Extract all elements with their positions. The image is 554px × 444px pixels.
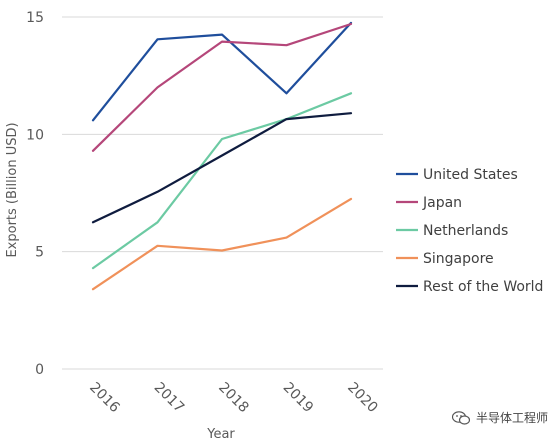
y-tick-label: 5: [35, 245, 44, 261]
legend-label: Japan: [422, 195, 462, 211]
y-tick-label: 15: [26, 10, 44, 26]
legend-label: Rest of the World: [423, 279, 543, 295]
series-lines: [91, 21, 353, 291]
x-tick-label: 2019: [280, 380, 317, 417]
watermark-text: 半导体工程师: [475, 411, 548, 425]
x-axis-ticks: 2016 2017 2018 2019 2020: [86, 380, 381, 417]
legend-label: United States: [423, 167, 518, 183]
legend-label: Singapore: [423, 251, 494, 267]
series-line: [91, 21, 353, 122]
x-axis-title: Year: [206, 427, 235, 442]
x-tick-label: 2018: [215, 380, 252, 417]
watermark: 半导体工程师: [451, 409, 548, 426]
x-tick-label: 2016: [86, 380, 123, 417]
y-axis-ticks: 0 5 10 15: [26, 10, 44, 378]
legend: United States Japan Netherlands Singapore Re…: [396, 167, 543, 295]
wechat-icon: [451, 410, 470, 425]
legend-label: Netherlands: [423, 223, 508, 239]
x-tick-label: 2017: [151, 380, 188, 417]
series-line: [91, 92, 353, 270]
y-axis-title: Exports (Billion USD): [5, 122, 20, 257]
series-line: [91, 112, 353, 224]
y-tick-label: 10: [26, 127, 44, 143]
y-tick-label: 0: [35, 362, 44, 378]
series-line: [91, 22, 353, 152]
x-tick-label: 2020: [344, 380, 381, 417]
gridlines: [62, 16, 383, 370]
series-line: [91, 197, 353, 291]
